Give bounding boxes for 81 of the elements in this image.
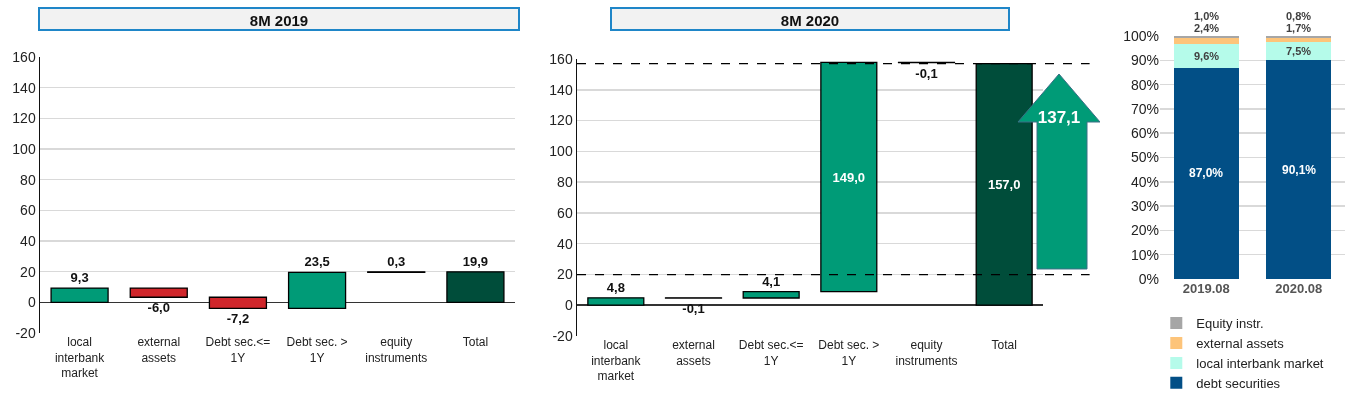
y-tick-label: 20 (557, 266, 573, 283)
x-tick-label: equity instruments (365, 335, 428, 365)
y-tick-label: 100% (1123, 27, 1159, 44)
data-label: 9,3 (70, 270, 89, 286)
y-tick-label: 80 (20, 171, 36, 188)
y-tick-label: 40 (557, 235, 573, 252)
data-label: 4,8 (606, 279, 625, 295)
y-tick-label: 90% (1130, 52, 1159, 69)
data-label: -7,2 (226, 311, 250, 327)
y-tick-label: 0% (1138, 270, 1159, 287)
chart-title: 8M 2020 (610, 7, 1010, 31)
data-label: 23,5 (304, 254, 330, 270)
y-tick-label: 60% (1130, 125, 1159, 142)
y-tick-label: 100 (549, 143, 573, 160)
y-tick-label: 100 (12, 140, 36, 157)
y-tick-label: 40 (20, 232, 36, 249)
legend-label: debt securities (1196, 375, 1281, 391)
data-label: 157,0 (987, 176, 1021, 192)
bar (742, 291, 800, 299)
bar (1173, 67, 1239, 279)
data-label: 0,3 (387, 253, 406, 269)
x-tick-label: external assets (672, 338, 715, 368)
x-tick-label: equity instruments (895, 338, 958, 368)
data-label: 9,6% (1194, 50, 1220, 62)
x-tick-label: Debt sec. > 1Y (286, 335, 348, 365)
bar (1266, 60, 1332, 279)
data-label: 4,1 (762, 273, 781, 289)
bar (587, 297, 645, 306)
data-label: 1,0% (1194, 10, 1220, 22)
data-label: -0,1 (915, 65, 938, 81)
x-tick-label: Total (991, 338, 1017, 352)
y-tick-label: -20 (552, 327, 573, 344)
bar (1173, 38, 1239, 45)
x-tick-label: Debt sec.<= 1Y (738, 338, 804, 368)
bar (208, 296, 268, 309)
y-tick-label: 120 (549, 112, 573, 129)
y-tick-label: 80% (1130, 76, 1159, 93)
bar (1173, 44, 1239, 68)
y-tick-label: 0 (564, 297, 573, 314)
x-tick-label: external assets (137, 335, 181, 365)
y-tick-label: 80 (557, 174, 573, 191)
data-label: 87,0% (1189, 166, 1224, 180)
x-tick-label: Debt sec.<= 1Y (205, 335, 271, 365)
data-label: 0,8% (1286, 10, 1312, 22)
y-tick-label: 10% (1130, 246, 1159, 263)
y-tick-label: 0 (27, 294, 36, 311)
data-label: 2,4% (1194, 22, 1220, 34)
y-tick-label: -20 (15, 324, 36, 341)
y-tick-label: 140 (549, 81, 573, 98)
y-tick-label: 160 (549, 50, 573, 67)
x-tick-label: Total (462, 335, 489, 349)
x-tick-label: Debt sec. > 1Y (818, 338, 880, 368)
data-label: 90,1% (1282, 163, 1317, 177)
annotation: 137,1 (1036, 107, 1082, 128)
legend-label: Equity instr. (1196, 316, 1264, 332)
y-tick-label: 140 (12, 79, 36, 96)
x-tick-label: 2020.08 (1275, 281, 1323, 296)
y-tick-label: 60 (20, 202, 36, 219)
y-tick-label: 120 (12, 110, 36, 127)
bar (129, 287, 188, 298)
bar (50, 287, 109, 303)
x-tick-label: local interbank market (591, 338, 642, 384)
y-tick-label: 40% (1130, 173, 1159, 190)
y-tick-label: 160 (12, 48, 36, 65)
y-tick-label: 20% (1130, 222, 1159, 239)
data-label: 7,5% (1286, 45, 1312, 57)
y-tick-label: 20 (20, 263, 36, 280)
bar (446, 271, 505, 303)
chart-title: 8M 2019 (38, 7, 520, 31)
bar (287, 271, 347, 309)
bar (1266, 37, 1332, 42)
x-tick-label: 2019.08 (1182, 281, 1230, 296)
y-tick-label: 60 (557, 204, 573, 221)
y-tick-label: 50% (1130, 149, 1159, 166)
data-label: 1,7% (1286, 22, 1312, 34)
y-tick-label: 70% (1130, 100, 1159, 117)
data-label: 149,0 (832, 169, 866, 185)
data-label: 19,9 (462, 253, 489, 269)
y-tick-label: 30% (1130, 198, 1159, 214)
data-label: -6,0 (147, 300, 170, 316)
x-tick-label: local interbank market (54, 335, 106, 381)
